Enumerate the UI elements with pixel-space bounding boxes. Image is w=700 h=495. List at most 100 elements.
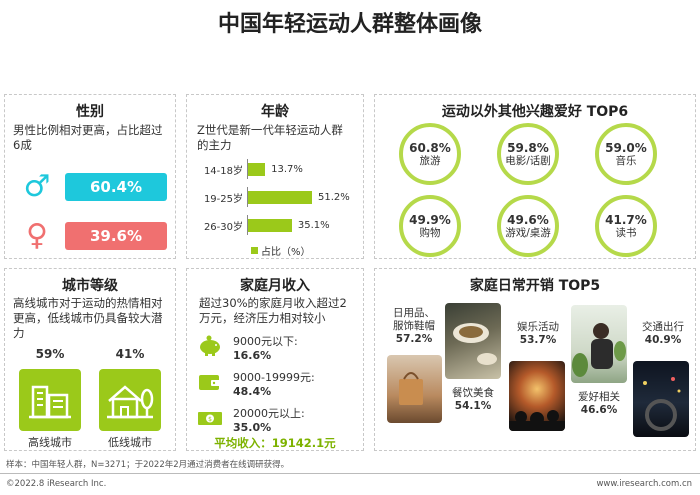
hobby-circle: 49.6% 游戏/桌游 [497, 195, 559, 257]
hobby-circle: 49.9% 购物 [399, 195, 461, 257]
age-value: 51.2% [318, 191, 350, 203]
age-legend: 占比（%） [251, 243, 311, 258]
car-dashboard-icon [643, 377, 681, 431]
website: www.iresearch.com.cn [596, 479, 692, 489]
income-panel: 家庭月收入 超过30%的家庭月收入超过2万元，经济压力相对较小 9000元以下:… [186, 268, 364, 451]
photo-shopping [387, 355, 442, 423]
age-title: 年龄 [261, 104, 289, 120]
hobby-circle: 60.8% 旅游 [399, 123, 461, 185]
page-title: 中国年轻运动人群整体画像 [217, 12, 482, 37]
income-range: 9000-19999元: [233, 371, 315, 384]
hobby-name: 购物 [419, 226, 441, 239]
hobby-pct: 60.8% [409, 140, 451, 155]
photo-concert [509, 361, 565, 431]
income-row-high: $ 20000元以上: 35.0% [197, 407, 305, 435]
photo-food [445, 303, 501, 379]
spend-pct: 40.9% [644, 334, 682, 346]
person-with-plants-icon [572, 323, 626, 377]
income-range: 20000元以上: [233, 407, 305, 420]
income-row-mid: 9000-19999元: 48.4% [197, 371, 315, 399]
male-symbol-icon: ♂ [23, 169, 51, 204]
male-row: ♂ 60.4% [17, 172, 167, 202]
female-bar: 39.6% [65, 222, 167, 250]
svg-text:$: $ [208, 416, 212, 423]
spend-label-daily: 日用品、 服饰鞋帽 57.2% [393, 307, 435, 345]
crowd-icon [509, 410, 565, 431]
spend-pct: 46.6% [580, 404, 618, 416]
age-value: 13.7% [271, 163, 303, 175]
low-city-pct: 41% [115, 347, 145, 361]
age-panel: 年龄 Z世代是新一代年轻运动人群的主力 14-18岁 13.7% 19-25岁 51.… [186, 94, 364, 259]
income-text-mid: 9000-19999元: 48.4% [233, 371, 315, 399]
high-city-box [19, 369, 81, 431]
spend-label-food: 餐饮美食 54.1% [452, 387, 494, 412]
hobby-name: 读书 [615, 226, 637, 239]
age-label: 14-18岁 [203, 165, 243, 177]
income-row-low: 9000元以下: 16.6% [197, 335, 298, 363]
age-bar-row: 19-25岁 51.2% [195, 187, 350, 207]
age-bar-row: 26-30岁 35.1% [195, 215, 330, 235]
spend-pct: 53.7% [519, 334, 557, 346]
gender-desc: 男性比例相对更高，占比超过6成 [13, 123, 163, 152]
axis-line [247, 215, 248, 235]
spend-pct: 57.2% [395, 333, 433, 345]
female-symbol-icon: ♀ [26, 218, 48, 253]
hobby-circle: 41.7% 读书 [595, 195, 657, 257]
income-value: 35.0% [233, 421, 272, 434]
piggy-bank-icon [200, 335, 220, 356]
sample-note: 样本：中国年轻人群，N=3271；于2022年2月通过消费者在线调研获得。 [6, 460, 290, 470]
spend-label-hobby: 爱好相关 46.6% [578, 391, 620, 416]
income-value: 16.6% [233, 349, 272, 362]
hobby-pct: 49.9% [409, 212, 451, 227]
income-title: 家庭月收入 [240, 278, 310, 294]
hobby-name: 旅游 [419, 154, 441, 167]
footer-divider [0, 473, 700, 474]
hobby-circle: 59.8% 电影/话剧 [497, 123, 559, 185]
photo-car [633, 361, 689, 437]
gender-panel: 性别 男性比例相对更高，占比超过6成 ♂ 60.4% ♀ 39.6% [4, 94, 176, 259]
low-city-label: 低线城市 [108, 436, 152, 449]
male-bar: 60.4% [65, 173, 167, 201]
shopping-bag-icon [399, 372, 423, 405]
income-text-high: 20000元以上: 35.0% [233, 407, 305, 435]
high-rise-buildings-icon [29, 385, 71, 419]
high-city-label: 高线城市 [28, 436, 72, 449]
city-desc: 高线城市对于运动的热情相对更高，低线城市仍具备较大潜力 [13, 296, 163, 340]
age-label: 26-30岁 [203, 221, 243, 233]
high-city-pct: 59% [35, 347, 65, 361]
income-desc: 超过30%的家庭月收入超过2万元，经济压力相对较小 [199, 296, 347, 325]
age-value: 35.1% [297, 219, 330, 231]
house-tree-icon [107, 385, 154, 419]
hobby-pct: 49.6% [507, 212, 549, 227]
gender-title: 性别 [76, 104, 104, 120]
wallet-icon [199, 375, 220, 390]
age-bar [248, 218, 292, 232]
food-bowl-icon [453, 323, 497, 365]
age-bar [248, 162, 266, 176]
age-bar-row: 14-18岁 13.7% [195, 159, 303, 179]
photo-person [571, 305, 627, 383]
axis-line [247, 187, 248, 207]
income-value: 48.4% [233, 385, 272, 398]
legend-swatch [251, 247, 258, 254]
age-label: 19-25岁 [203, 193, 243, 205]
spending-panel: 家庭日常开销 TOP5 日用品、 服饰鞋帽 57.2% 餐饮美食 54.1% 娱… [374, 268, 696, 451]
cash-icon: $ [198, 412, 222, 425]
hobby-name: 游戏/桌游 [505, 226, 551, 239]
hobbies-panel: 运动以外其他兴趣爱好 TOP6 60.8% 旅游 59.8% 电影/话剧 59.0% 音乐… [374, 94, 696, 259]
city-title: 城市等级 [62, 278, 118, 294]
spend-label-entertainment: 娱乐活动 53.7% [517, 321, 559, 346]
age-desc: Z世代是新一代年轻运动人群的主力 [197, 123, 343, 152]
hobby-circle: 59.0% 音乐 [595, 123, 657, 185]
hobby-pct: 59.0% [605, 140, 647, 155]
copyright: ©2022.8 iResearch Inc. [6, 479, 107, 489]
spend-label-transport: 交通出行 40.9% [642, 321, 684, 346]
income-range: 9000元以下: [233, 335, 298, 348]
hobby-name: 音乐 [615, 154, 637, 167]
hobby-name: 电影/话剧 [505, 154, 551, 167]
low-city-box [99, 369, 161, 431]
age-bar [248, 190, 312, 204]
female-row: ♀ 39.6% [17, 221, 167, 251]
legend-label: 占比（%） [261, 247, 311, 258]
hobbies-title: 运动以外其他兴趣爱好 TOP6 [441, 104, 629, 120]
